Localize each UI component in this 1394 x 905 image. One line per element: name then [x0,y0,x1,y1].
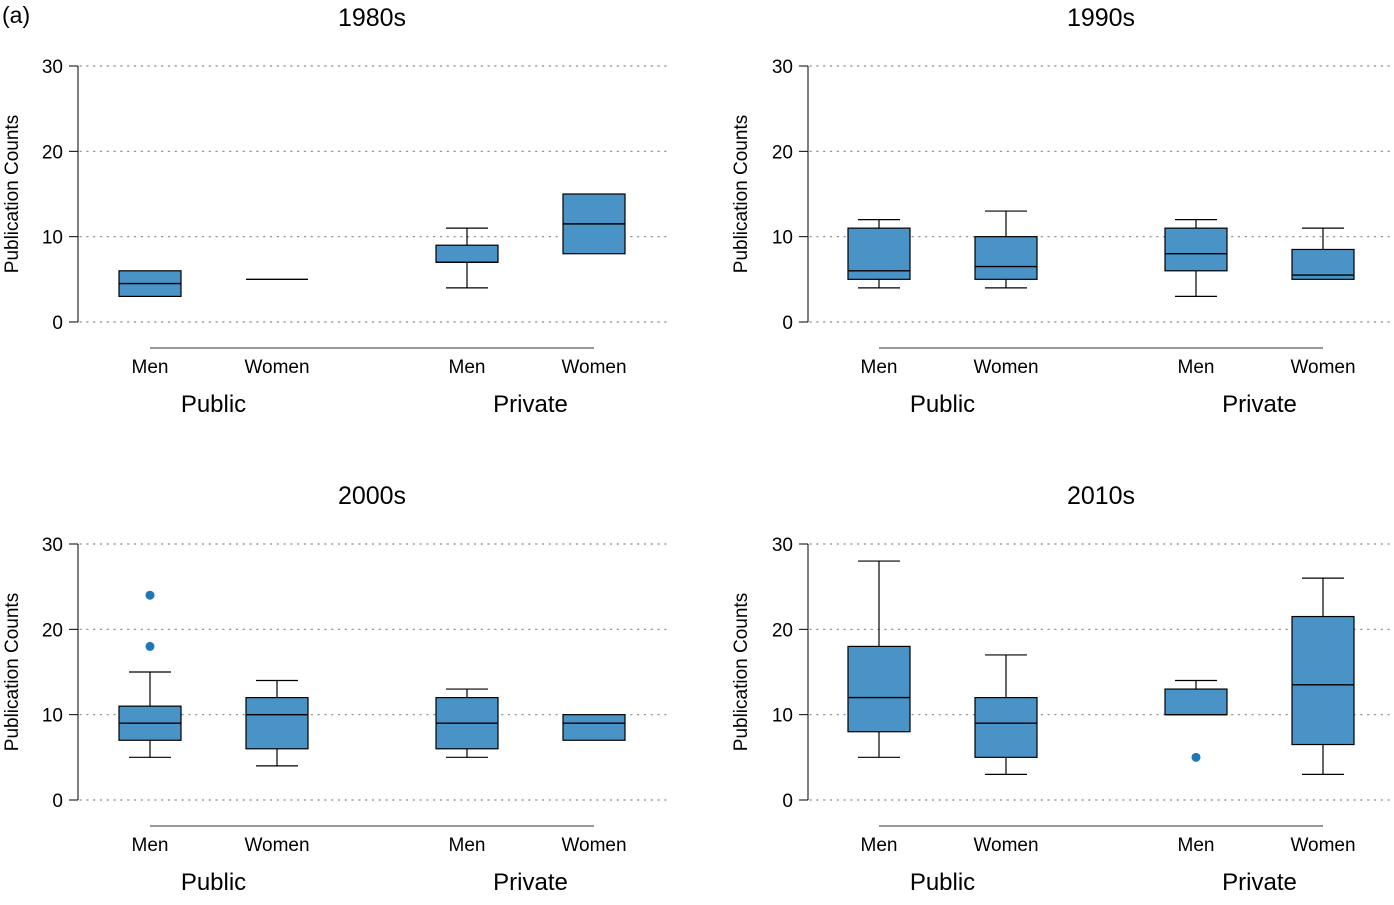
box-iqr [847,227,911,280]
category-label: Women [1290,357,1355,378]
box-iqr [974,236,1038,280]
outlier-point [145,590,155,600]
box-public-women [974,654,1038,776]
box-private-women [562,193,626,255]
box-iqr [1164,688,1228,716]
category-label: Women [244,835,309,856]
category-label: Men [1178,357,1215,378]
box-private-men [1164,219,1228,297]
box-iqr [847,645,911,733]
category-label: Men [132,835,169,856]
chart-title: 1990s [1067,4,1135,32]
y-tick-label: 0 [782,791,793,812]
chart-title: 1980s [338,4,406,32]
y-tick-label: 20 [42,142,63,163]
y-axis-label: Publication Counts [731,593,752,751]
group-label: Private [1222,869,1297,896]
chart-panel-2000s: 2000s 0 10 20 30 Publication Counts Men Women Me… [2,482,669,896]
group-label: Private [493,869,568,896]
category-label: Women [1290,835,1355,856]
category-label: Men [861,357,898,378]
y-tick-label: 10 [772,228,793,249]
group-label: Public [181,869,246,896]
chart-title: 2010s [1067,482,1135,510]
chart-title: 2000s [338,482,406,510]
category-label: Men [449,835,486,856]
y-tick-label: 30 [42,535,63,556]
y-axis-label: Publication Counts [2,593,23,751]
y-tick-label: 0 [52,313,63,334]
outlier-point [1191,752,1201,762]
box-iqr [974,696,1038,758]
outlier-point [145,641,155,651]
y-tick-label: 20 [42,620,63,641]
box-public-men [847,219,911,289]
box-public-men [118,590,182,758]
box-private-men [435,688,499,758]
chart-panel-1990s: 1990s 0 10 20 30 Publication Counts Men Women Me… [731,4,1394,418]
box-public-men [118,270,182,297]
box-private-women [562,714,626,741]
box-iqr [1164,227,1228,272]
y-tick-label: 30 [772,535,793,556]
box-public-women [974,210,1038,289]
category-label: Women [973,357,1038,378]
figure-label: (a) [2,2,31,28]
category-label: Women [561,357,626,378]
y-tick-label: 30 [772,57,793,78]
box-iqr [1291,248,1355,280]
group-label: Public [181,391,246,418]
category-label: Men [132,357,169,378]
box-private-women [1291,227,1355,280]
chart-panel-2010s: 2010s 0 10 20 30 Publication Counts Men Women Me… [731,482,1394,896]
box-iqr [245,696,309,750]
box-private-men [435,227,499,289]
y-axis-label: Publication Counts [2,115,23,273]
y-tick-label: 0 [52,791,63,812]
category-label: Men [861,835,898,856]
box-private-men [1164,679,1228,762]
category-label: Women [561,835,626,856]
y-tick-label: 10 [42,706,63,727]
group-label: Private [493,391,568,418]
group-label: Private [1222,391,1297,418]
box-iqr [435,244,499,263]
y-tick-label: 30 [42,57,63,78]
category-label: Women [244,357,309,378]
y-tick-label: 10 [772,706,793,727]
category-label: Women [973,835,1038,856]
box-public-men [847,560,911,758]
y-tick-label: 0 [782,313,793,334]
box-iqr [1291,615,1355,746]
group-label: Public [910,869,975,896]
box-private-women [1291,577,1355,776]
y-tick-label: 20 [772,620,793,641]
box-iqr [562,714,626,741]
chart-panel-1980s: 1980s 0 10 20 30 Publication Counts Men Women Me… [2,4,669,418]
box-public-women [245,679,309,767]
category-label: Men [449,357,486,378]
category-label: Men [1178,835,1215,856]
y-tick-label: 20 [772,142,793,163]
y-axis-label: Publication Counts [731,115,752,273]
y-tick-label: 10 [42,228,63,249]
group-label: Public [910,391,975,418]
